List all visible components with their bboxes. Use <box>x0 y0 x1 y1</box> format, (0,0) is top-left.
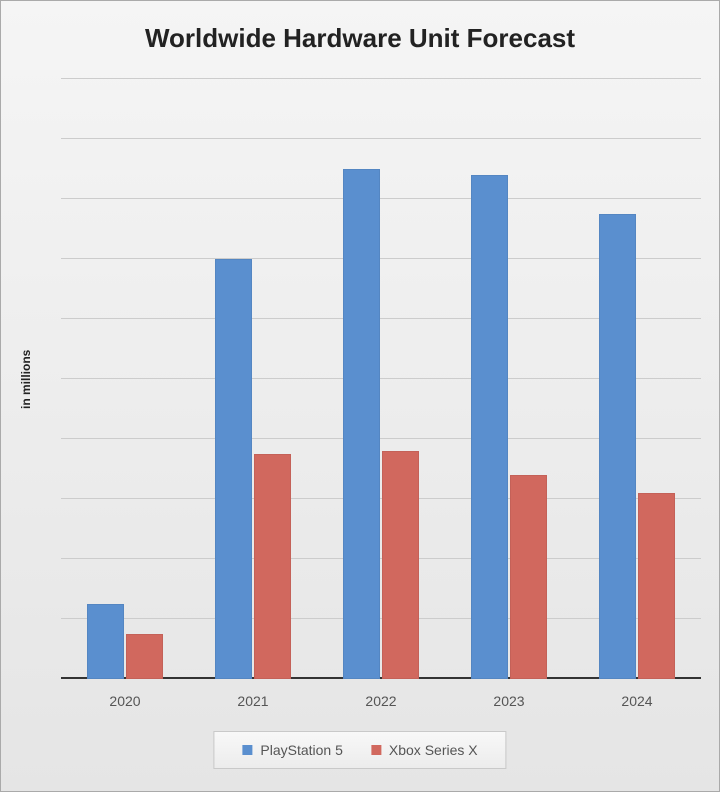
legend-item: PlayStation 5 <box>242 742 343 758</box>
legend-label: Xbox Series X <box>389 742 478 758</box>
bar <box>382 451 419 679</box>
legend-swatch <box>371 745 381 755</box>
x-tick-label: 2022 <box>317 693 445 709</box>
chart-container: Worldwide Hardware Unit Forecast in mill… <box>0 0 720 792</box>
x-tick-label: 2021 <box>189 693 317 709</box>
bar <box>126 634 163 679</box>
bar <box>599 214 636 679</box>
legend: PlayStation 5 Xbox Series X <box>213 731 506 769</box>
bar <box>254 454 291 679</box>
legend-item: Xbox Series X <box>371 742 478 758</box>
bar <box>638 493 675 679</box>
bar <box>215 259 252 679</box>
chart-title: Worldwide Hardware Unit Forecast <box>1 23 719 54</box>
bar <box>510 475 547 679</box>
x-tick-label: 2020 <box>61 693 189 709</box>
bar-group <box>215 79 292 679</box>
legend-label: PlayStation 5 <box>260 742 343 758</box>
x-tick-label: 2023 <box>445 693 573 709</box>
legend-swatch <box>242 745 252 755</box>
bar-group <box>343 79 420 679</box>
bar-group <box>87 79 164 679</box>
bar <box>471 175 508 679</box>
bar <box>87 604 124 679</box>
bar-group <box>471 79 548 679</box>
bar <box>343 169 380 679</box>
plot-area: 20202021202220232024 <box>61 79 701 679</box>
x-tick-label: 2024 <box>573 693 701 709</box>
bar-group <box>599 79 676 679</box>
y-axis-label: in millions <box>19 350 33 409</box>
